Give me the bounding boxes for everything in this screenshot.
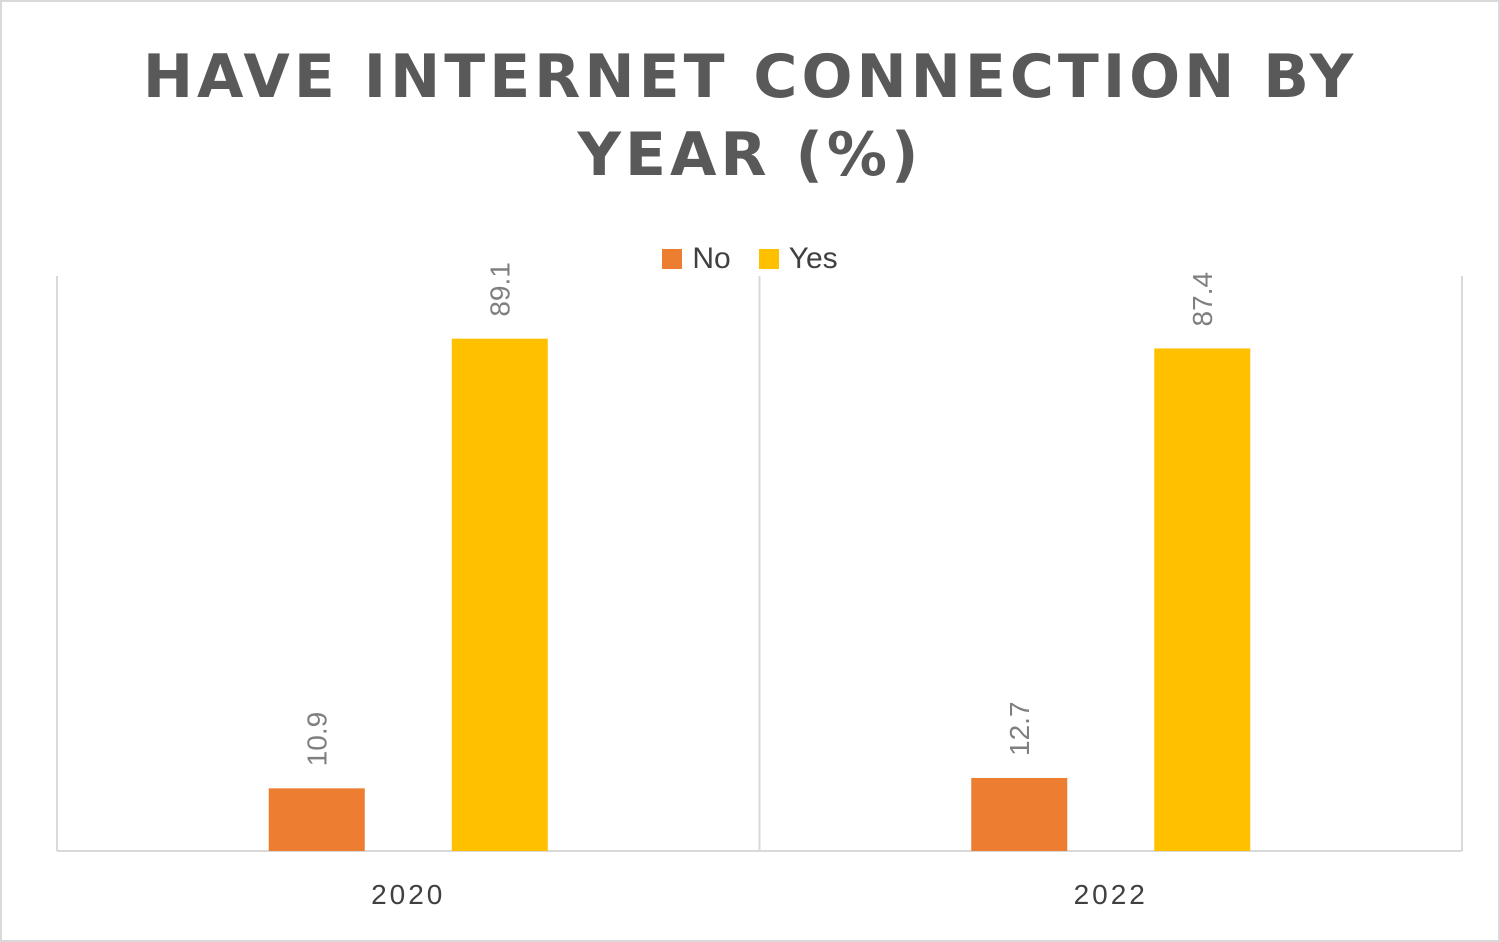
- legend-swatch-no: [662, 249, 683, 269]
- data-label-yes-2022: 87.4: [1187, 272, 1218, 327]
- legend-item-yes: Yes: [758, 242, 838, 276]
- data-label-no-2020: 10.9: [302, 712, 333, 767]
- bar-yes-2022: [1154, 348, 1251, 851]
- category-label-2020: 2020: [371, 879, 445, 910]
- legend-swatch-yes: [758, 249, 779, 269]
- legend-label-no: No: [692, 242, 731, 275]
- bar-no-2022: [971, 777, 1068, 851]
- legend: No Yes: [0, 242, 1500, 276]
- category-label-2022: 2022: [1074, 879, 1148, 910]
- data-label-no-2022: 12.7: [1004, 701, 1035, 756]
- chart-title: HAVE INTERNET CONNECTION BY YEAR (%): [142, 42, 1358, 190]
- bar-yes-2020: [451, 338, 548, 851]
- data-label-yes-2020: 89.1: [485, 262, 516, 317]
- legend-label-yes: Yes: [788, 242, 838, 275]
- bar-no-2020: [268, 788, 365, 851]
- legend-item-no: No: [662, 242, 731, 276]
